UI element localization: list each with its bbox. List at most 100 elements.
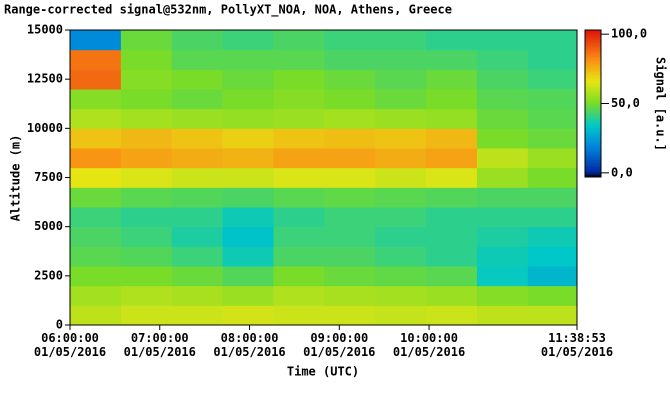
colorbar-segment <box>585 30 601 33</box>
colorbar-segment <box>585 61 601 65</box>
heatmap-cell <box>375 305 427 326</box>
heatmap-cell <box>527 89 578 110</box>
heatmap-cell <box>171 187 224 208</box>
heatmap-cell <box>324 148 376 169</box>
heatmap-cell <box>70 148 122 169</box>
heatmap-cell <box>527 148 578 169</box>
heatmap-cell <box>222 246 274 267</box>
heatmap-cell <box>120 108 173 129</box>
heatmap-cell <box>171 226 224 247</box>
colorbar-segment <box>585 98 601 102</box>
colorbar-segment <box>585 52 601 55</box>
heatmap-cell <box>70 30 122 51</box>
heatmap-cell <box>273 246 325 267</box>
heatmap-cell <box>120 49 173 70</box>
heatmap-cell <box>527 226 578 247</box>
colorbar-segment <box>585 130 601 134</box>
colorbar-segment <box>585 88 601 92</box>
colorbar-segment <box>585 140 601 144</box>
colorbar-segment <box>585 159 601 163</box>
colorbar-segment <box>585 164 601 168</box>
colorbar-segment <box>585 118 601 122</box>
colorbar-segment <box>585 147 601 151</box>
colorbar-segment <box>585 49 601 53</box>
heatmap-cell <box>527 49 578 70</box>
colorbar-segment <box>585 37 601 41</box>
colorbar-segment <box>585 108 601 112</box>
heatmap-cell <box>273 108 325 129</box>
x-tick-label: 07:00:00 01/05/2016 <box>124 331 196 359</box>
heatmap-cell <box>273 285 325 306</box>
heatmap-cell <box>222 187 274 208</box>
heatmap-cell <box>120 187 173 208</box>
x-tick-label: 11:38:53 01/05/2016 <box>541 331 613 359</box>
colorbar-segment <box>585 81 601 85</box>
colorbar-segment <box>585 101 601 104</box>
heatmap-cell <box>171 167 224 188</box>
x-tick-label: 10:00:00 01/05/2016 <box>393 331 465 359</box>
colorbar-segment <box>585 115 601 119</box>
heatmap-cell <box>426 108 478 129</box>
heatmap-cell <box>476 226 529 247</box>
heatmap-cell <box>222 148 274 169</box>
y-tick-label: 10000 <box>27 121 63 135</box>
heatmap-cell <box>426 128 478 149</box>
colorbar-tick-label: 0,0 <box>611 165 633 179</box>
heatmap-cell <box>70 167 122 188</box>
heatmap-cell <box>476 266 529 287</box>
heatmap-cell <box>324 128 376 149</box>
heatmap-cell <box>324 207 376 228</box>
heatmap-cell <box>324 266 376 287</box>
colorbar-segment <box>585 76 601 80</box>
x-tick-label: 08:00:00 01/05/2016 <box>213 331 285 359</box>
heatmap-cell <box>171 148 224 169</box>
heatmap-cell <box>171 285 224 306</box>
heatmap-cell <box>70 266 122 287</box>
x-tick-label: 06:00:00 01/05/2016 <box>34 331 106 359</box>
heatmap-cell <box>375 246 427 267</box>
heatmap-cell <box>273 49 325 70</box>
heatmap-cell <box>426 89 478 110</box>
heatmap-cell <box>222 108 274 129</box>
heatmap-cell <box>222 285 274 306</box>
heatmap-cell <box>375 89 427 110</box>
heatmap-cell <box>426 148 478 169</box>
colorbar-segment <box>585 150 601 153</box>
heatmap-cell <box>222 128 274 149</box>
heatmap-cell <box>273 69 325 90</box>
y-tick-label: 7500 <box>34 170 63 184</box>
heatmap-cell <box>476 187 529 208</box>
heatmap-cell <box>120 285 173 306</box>
heatmap-cell <box>70 69 122 90</box>
heatmap-cell <box>222 207 274 228</box>
heatmap-cell <box>70 128 122 149</box>
colorbar-segment <box>585 86 601 90</box>
heatmap-cell <box>375 30 427 51</box>
heatmap-cell <box>222 89 274 110</box>
heatmap-cell <box>426 266 478 287</box>
heatmap-cell <box>171 207 224 228</box>
y-tick-label: 5000 <box>34 219 63 233</box>
heatmap-cell <box>171 30 224 51</box>
colorbar-segment <box>585 105 601 109</box>
colorbar-segment <box>585 152 601 156</box>
heatmap-cell <box>527 285 578 306</box>
heatmap-cell <box>527 167 578 188</box>
colorbar-segment <box>585 32 601 36</box>
heatmap-cell <box>476 305 529 326</box>
heatmap-cell <box>476 89 529 110</box>
colorbar-segment <box>585 123 601 127</box>
heatmap-cell <box>375 285 427 306</box>
heatmap-cell <box>324 285 376 306</box>
heatmap-cell <box>426 30 478 51</box>
heatmap-cell <box>120 246 173 267</box>
heatmap-cell <box>70 285 122 306</box>
heatmap-cell <box>426 69 478 90</box>
heatmap-cell <box>273 30 325 51</box>
colorbar-segment <box>585 174 601 178</box>
heatmap-cell <box>324 226 376 247</box>
colorbar-segment <box>585 79 601 82</box>
colorbar-segment <box>585 66 601 70</box>
heatmap-cell <box>70 108 122 129</box>
colorbar-tick-label: 50,0 <box>611 96 640 110</box>
